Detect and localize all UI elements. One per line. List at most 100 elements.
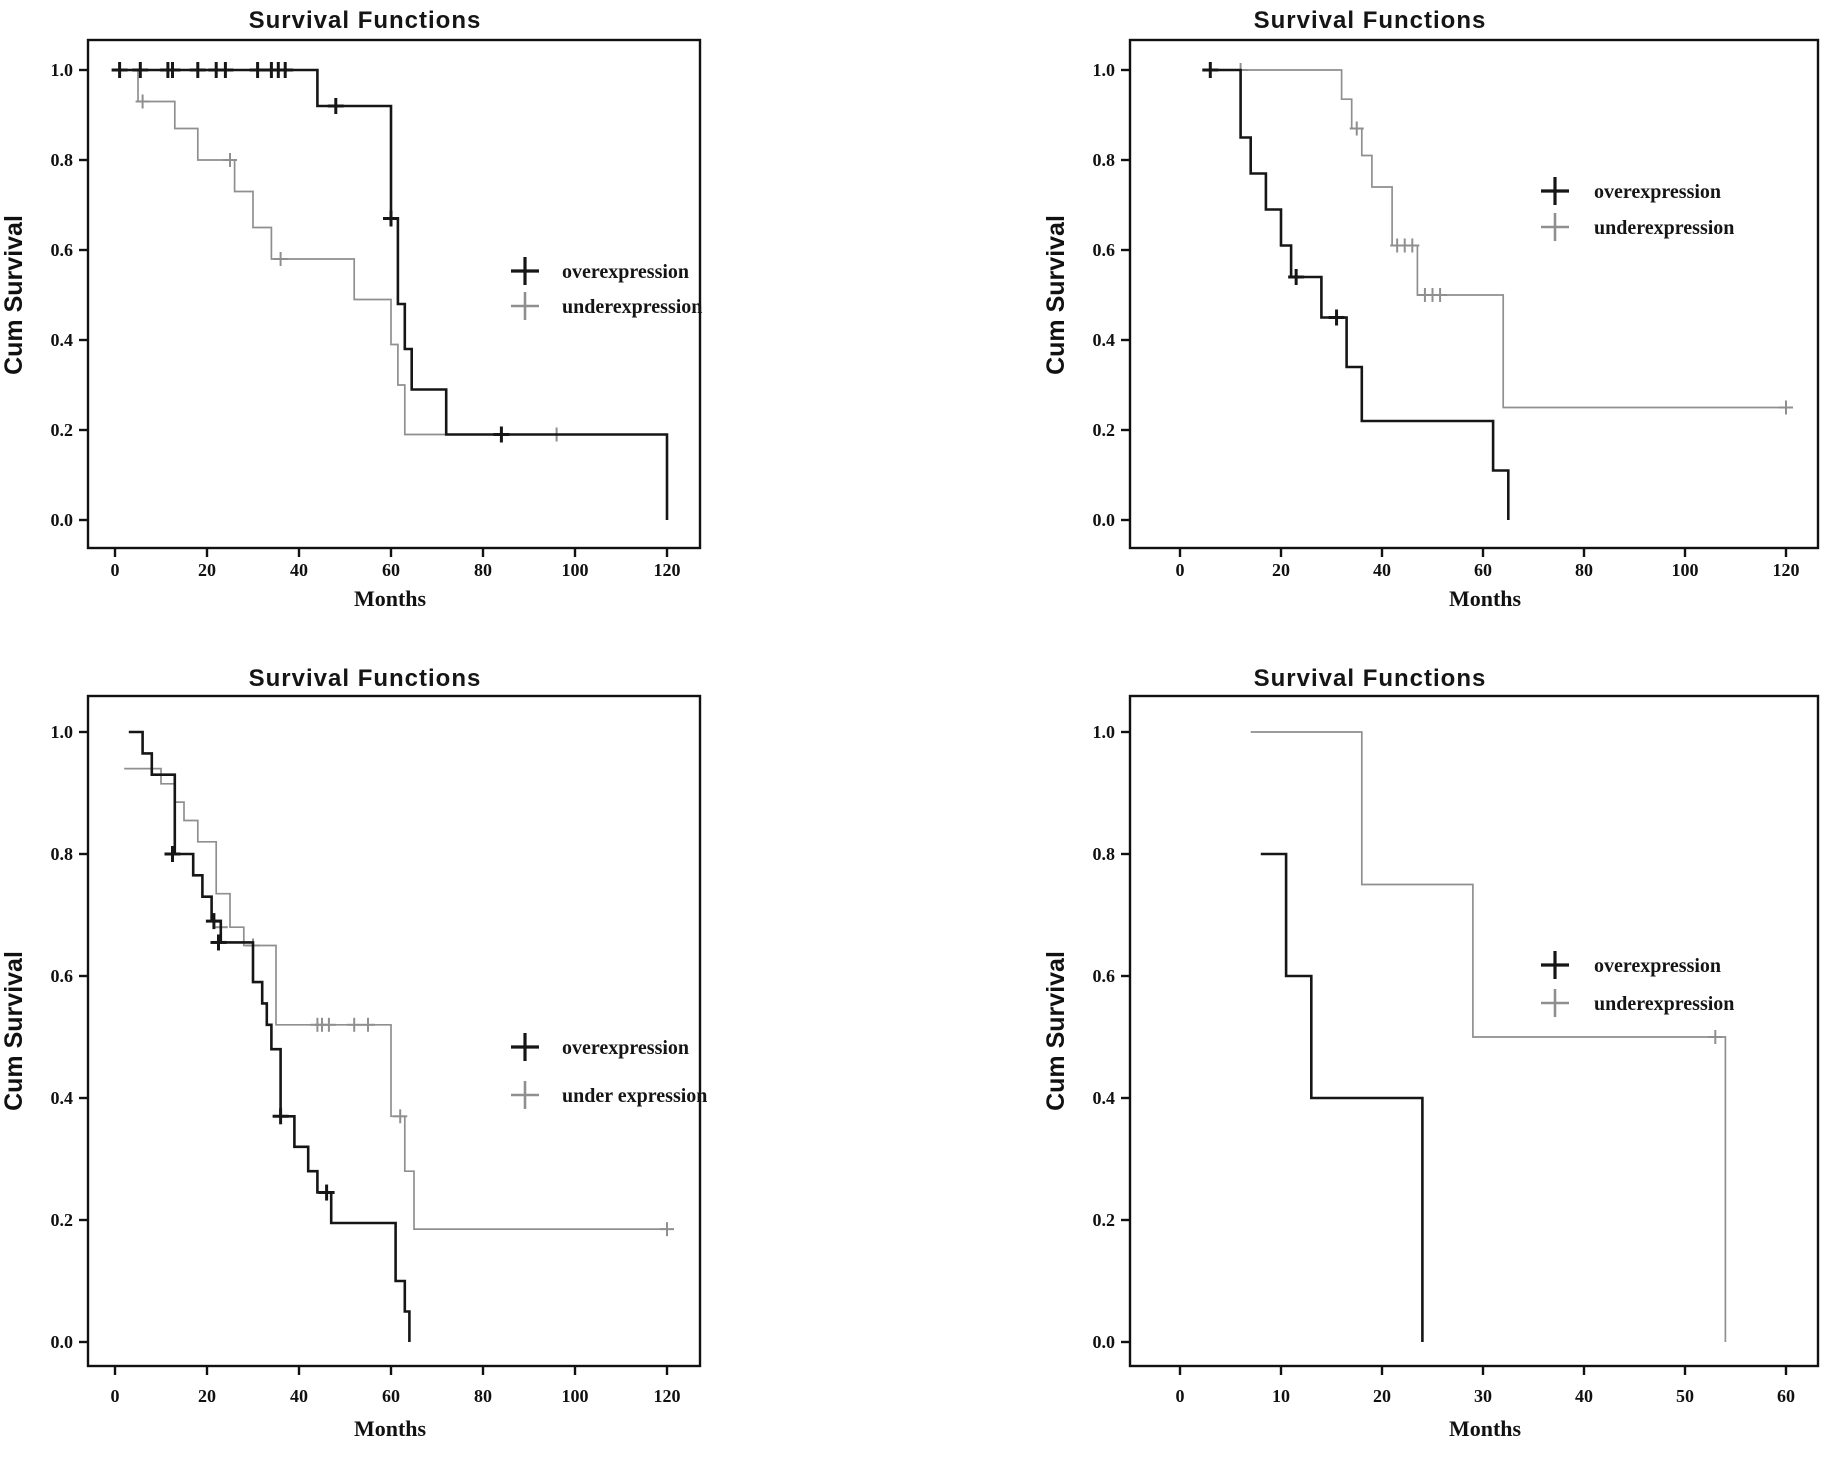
x-tick-label: 40 bbox=[1373, 560, 1391, 580]
x-tick-label: 80 bbox=[474, 560, 492, 580]
x-tick-label: 10 bbox=[1272, 1386, 1290, 1406]
x-axis: 0 10 20 30 40 50 60 bbox=[1176, 1366, 1795, 1406]
censor-marks-under-expression bbox=[213, 920, 674, 1237]
legend-overexpression-symbol bbox=[511, 1033, 539, 1061]
legend: overexpression under expression bbox=[511, 1033, 707, 1109]
legend-overexpression-symbol bbox=[1541, 951, 1569, 979]
x-tick-label: 60 bbox=[1777, 1386, 1795, 1406]
censor-marks-overexpression bbox=[111, 62, 510, 443]
legend: overexpression underexpression bbox=[1541, 951, 1734, 1017]
censor-mark bbox=[1708, 1030, 1723, 1044]
survival-curve-overexpression bbox=[128, 730, 411, 1342]
y-axis: 0.0 0.2 0.4 0.6 0.8 1.0 bbox=[51, 60, 88, 530]
censor-mark bbox=[135, 94, 150, 109]
y-tick-label: 0.4 bbox=[51, 1088, 74, 1108]
y-tick-label: 0.2 bbox=[1093, 1210, 1116, 1230]
x-tick-label: 50 bbox=[1676, 1386, 1694, 1406]
censor-mark bbox=[205, 913, 222, 930]
y-tick-label: 0.2 bbox=[1093, 420, 1116, 440]
x-tick-label: 120 bbox=[654, 1386, 681, 1406]
panel-title: Survival Functions bbox=[1254, 7, 1487, 34]
censor-mark bbox=[273, 252, 288, 266]
panel-title: Survival Functions bbox=[249, 7, 482, 34]
x-tick-label: 20 bbox=[198, 1386, 216, 1406]
censor-mark bbox=[347, 1017, 362, 1032]
km-panel-bottom-right: Survival Functions 0.0 0.2 0.4 0.6 0.8 1.0 0 10 2… bbox=[1042, 665, 1820, 1441]
censor-marks-overexpression bbox=[164, 846, 335, 1201]
legend-label: underexpression bbox=[1594, 217, 1734, 239]
km-panel-top-right: Survival Functions 0.0 0.2 0.4 0.6 0.8 1.0 0 20 4… bbox=[1042, 7, 1820, 611]
censor-mark bbox=[493, 426, 510, 443]
censor-mark bbox=[217, 62, 234, 78]
x-tick-label: 40 bbox=[1575, 1386, 1593, 1406]
survival-curve-underexpression bbox=[128, 69, 667, 436]
y-tick-label: 0.8 bbox=[1093, 844, 1116, 864]
y-axis-label: Cum Survival bbox=[0, 951, 28, 1111]
censor-mark bbox=[1779, 400, 1793, 415]
y-tick-label: 0.0 bbox=[1093, 1332, 1116, 1352]
plot-box bbox=[1128, 694, 1820, 1368]
legend-underexpression-symbol bbox=[511, 1081, 539, 1109]
y-axis: 0.0 0.2 0.4 0.6 0.8 1.0 bbox=[1093, 60, 1130, 530]
plot-box bbox=[86, 38, 702, 550]
y-tick-label: 0.0 bbox=[1093, 510, 1116, 530]
legend-underexpression-symbol bbox=[511, 292, 539, 320]
censor-mark bbox=[318, 1184, 335, 1201]
censor-mark bbox=[327, 98, 344, 114]
x-tick-label: 60 bbox=[382, 1386, 400, 1406]
x-axis: 0 20 40 60 80 100 120 bbox=[1176, 548, 1800, 580]
censor-mark bbox=[1349, 121, 1364, 136]
panel-title: Survival Functions bbox=[1254, 665, 1487, 692]
panel-title: Survival Functions bbox=[249, 665, 482, 692]
y-tick-label: 0.8 bbox=[1093, 150, 1116, 170]
censor-mark bbox=[210, 934, 227, 951]
x-tick-label: 60 bbox=[382, 560, 400, 580]
x-tick-label: 120 bbox=[1773, 560, 1800, 580]
y-axis-label: Cum Survival bbox=[1042, 951, 1070, 1111]
y-tick-label: 1.0 bbox=[1093, 722, 1116, 742]
censor-mark bbox=[272, 1108, 289, 1125]
censor-mark bbox=[189, 62, 206, 78]
x-tick-label: 30 bbox=[1474, 1386, 1492, 1406]
censor-mark bbox=[383, 210, 399, 227]
y-tick-label: 0.6 bbox=[51, 240, 74, 260]
y-tick-label: 0.0 bbox=[51, 510, 74, 530]
legend: overexpression underexpression bbox=[1541, 177, 1734, 241]
legend-underexpression-symbol bbox=[1541, 213, 1569, 241]
survival-curve-under-expression bbox=[124, 767, 667, 1230]
plot-box bbox=[86, 694, 702, 1368]
x-axis: 0 20 40 60 80 100 120 bbox=[111, 548, 681, 580]
survival-curve-overexpression bbox=[124, 68, 669, 520]
legend-label: under expression bbox=[562, 1085, 707, 1107]
km-panel-bottom-left: Survival Functions 0.0 0.2 0.4 0.6 0.8 1.0 0 20 4… bbox=[0, 665, 707, 1441]
x-tick-label: 80 bbox=[474, 1386, 492, 1406]
survival-curve-overexpression bbox=[1260, 852, 1424, 1342]
censor-mark bbox=[321, 1017, 336, 1032]
x-tick-label: 40 bbox=[290, 560, 308, 580]
x-tick-label: 40 bbox=[290, 1386, 308, 1406]
censor-mark bbox=[1288, 269, 1305, 285]
y-axis: 0.0 0.2 0.4 0.6 0.8 1.0 bbox=[51, 722, 88, 1352]
censor-marks-underexpression bbox=[135, 94, 564, 442]
legend-label: overexpression bbox=[1594, 181, 1721, 203]
censor-mark bbox=[393, 1109, 408, 1124]
x-tick-label: 80 bbox=[1575, 560, 1593, 580]
legend-overexpression-symbol bbox=[511, 257, 539, 285]
x-tick-label: 0 bbox=[1176, 1386, 1185, 1406]
x-axis-label: Months bbox=[1449, 1416, 1522, 1441]
x-axis: 0 20 40 60 80 100 120 bbox=[111, 1366, 681, 1406]
x-tick-label: 100 bbox=[1672, 560, 1699, 580]
censor-mark bbox=[277, 62, 294, 78]
y-tick-label: 0.4 bbox=[51, 330, 74, 350]
y-axis-label: Cum Survival bbox=[1042, 215, 1070, 375]
y-tick-label: 0.6 bbox=[1093, 966, 1116, 986]
y-tick-label: 1.0 bbox=[51, 60, 74, 80]
y-tick-label: 0.8 bbox=[51, 844, 74, 864]
legend-label: underexpression bbox=[562, 296, 702, 318]
x-tick-label: 0 bbox=[1176, 560, 1185, 580]
censor-mark bbox=[1202, 62, 1219, 78]
legend: overexpression underexpression bbox=[511, 257, 702, 320]
x-axis-label: Months bbox=[1449, 586, 1522, 611]
x-tick-label: 20 bbox=[1272, 560, 1290, 580]
